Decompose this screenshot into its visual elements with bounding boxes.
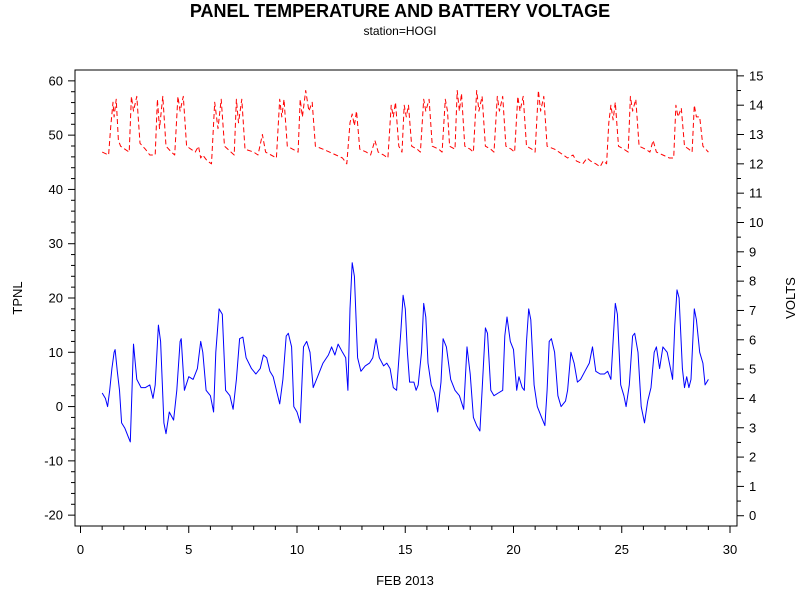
y-right-tick-label: 15 xyxy=(749,68,763,83)
y-left-tick-label: 0 xyxy=(56,399,63,414)
x-axis-label: FEB 2013 xyxy=(376,573,434,588)
y-left-tick-label: 60 xyxy=(49,73,63,88)
x-tick-label: 0 xyxy=(77,542,84,557)
y-right-tick-label: 10 xyxy=(749,215,763,230)
y-right-tick-label: 9 xyxy=(749,244,756,259)
y-left-tick-label: 40 xyxy=(49,182,63,197)
y-right-tick-label: 6 xyxy=(749,332,756,347)
y-right-tick-label: 4 xyxy=(749,391,756,406)
y-left-tick-label: 30 xyxy=(49,236,63,251)
y-right-tick-label: 5 xyxy=(749,362,756,377)
series-layer xyxy=(101,90,709,443)
chart-title: PANEL TEMPERATURE AND BATTERY VOLTAGE xyxy=(190,1,610,21)
y-left-tick-label: -20 xyxy=(44,508,63,523)
y-right-tick-label: 0 xyxy=(749,508,756,523)
x-tick-label: 30 xyxy=(723,542,737,557)
series-line-volts xyxy=(101,90,709,168)
y-right-tick-label: 1 xyxy=(749,479,756,494)
y-axis-left-label: TPNL xyxy=(10,281,25,314)
x-tick-label: 5 xyxy=(185,542,192,557)
y-left-tick-label: 50 xyxy=(49,128,63,143)
y-left-tick-label: -10 xyxy=(44,453,63,468)
y-axis-left: -20 -10 0 10 20 30 40 50 60 xyxy=(44,73,75,523)
y-right-tick-label: 12 xyxy=(749,156,763,171)
x-tick-label: 10 xyxy=(290,542,304,557)
y-left-tick-label: 10 xyxy=(49,345,63,360)
y-right-tick-label: 11 xyxy=(749,186,763,201)
x-tick-label: 15 xyxy=(398,542,412,557)
y-left-tick-label: 20 xyxy=(49,291,63,306)
y-axis-right-label: VOLTS xyxy=(783,277,798,319)
y-right-tick-label: 3 xyxy=(749,420,756,435)
y-right-tick-label: 8 xyxy=(749,274,756,289)
series-line-tpnl xyxy=(101,262,709,443)
y-right-tick-label: 13 xyxy=(749,127,763,142)
y-right-tick-label: 2 xyxy=(749,450,756,465)
y-right-tick-label: 14 xyxy=(749,98,763,113)
chart-subtitle: station=HOGI xyxy=(363,24,436,38)
x-tick-label: 25 xyxy=(615,542,629,557)
y-right-tick-label: 7 xyxy=(749,303,756,318)
plot-frame xyxy=(74,69,738,527)
x-tick-label: 20 xyxy=(506,542,520,557)
x-axis: 0 5 10 15 20 25 30 xyxy=(77,526,737,557)
